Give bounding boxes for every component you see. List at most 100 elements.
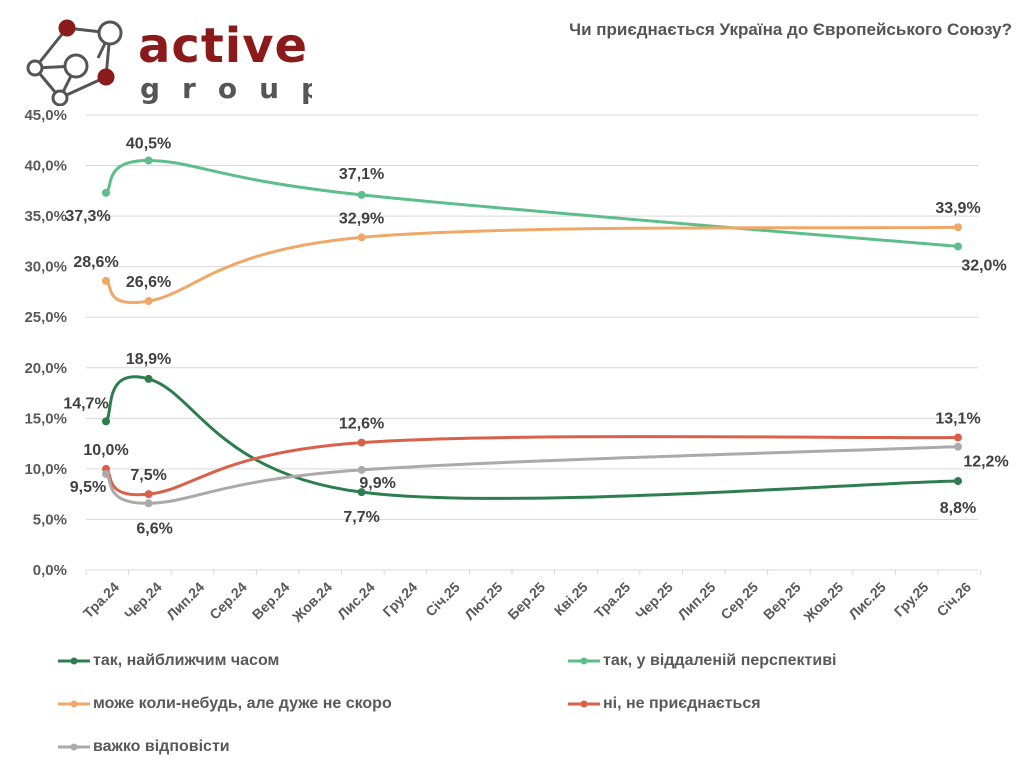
legend-item: так, найближчим часом: [58, 652, 279, 670]
data-label: 7,5%: [130, 467, 166, 484]
data-label: 18,9%: [126, 351, 171, 368]
data-label: 9,5%: [70, 479, 106, 496]
data-labels: 14,7% 18,9% 7,7% 8,8% 37,3% 40,5% 37,1% 32,0% 28…: [63, 136, 1008, 538]
legend-item: ні, не приєднається: [568, 695, 761, 713]
x-tick-label: Лис.24: [334, 579, 378, 623]
legend-item: так, у віддаленій перспективі: [568, 652, 836, 670]
data-point: [954, 433, 962, 442]
legend-marker-icon: [568, 700, 600, 708]
x-tick-label: Лис.25: [845, 579, 889, 623]
data-point: [954, 223, 962, 232]
y-tick-label: 25,0%: [24, 309, 67, 326]
y-tick-label: 15,0%: [24, 410, 67, 427]
data-label: 10,0%: [83, 442, 128, 459]
data-point: [102, 469, 110, 478]
y-tick-label: 45,0%: [24, 107, 67, 124]
data-label: 8,8%: [940, 500, 976, 517]
legend-item: може коли-небудь, але дуже не скоро: [58, 695, 392, 713]
gridlines: [86, 114, 978, 520]
data-point: [357, 488, 366, 497]
x-tick-label: Лип.25: [674, 579, 718, 623]
data-label: 32,9%: [339, 210, 384, 227]
data-label: 28,6%: [73, 254, 118, 271]
x-tick-label: Вер.25: [760, 579, 804, 623]
data-point: [144, 374, 153, 383]
brand-sub: group: [140, 72, 312, 105]
x-tick-label: Січ.25: [422, 579, 463, 620]
data-label: 32,0%: [961, 257, 1006, 274]
data-point: [357, 233, 366, 242]
data-label: 12,2%: [963, 454, 1008, 471]
legend-marker-icon: [58, 657, 90, 665]
data-label: 9,9%: [359, 475, 395, 492]
x-tick-label: Кві.25: [551, 579, 591, 619]
legend-label: ні, не приєднається: [603, 695, 761, 712]
data-label: 7,7%: [343, 509, 379, 526]
data-label: 6,6%: [136, 520, 172, 537]
data-point: [357, 190, 366, 199]
data-point: [954, 442, 962, 451]
data-point: [954, 477, 962, 486]
x-tick-label: Тра.25: [591, 579, 633, 621]
x-tick-label: Жов.24: [288, 579, 335, 626]
y-tick-label: 20,0%: [24, 360, 67, 377]
network-nodes-icon: [26, 19, 123, 106]
x-tick-label: Жов.25: [800, 579, 847, 626]
y-axis: 0,0% 5,0% 10,0% 15,0% 20,0% 25,0% 30,0% 35,0% 40…: [24, 107, 67, 579]
data-point: [144, 499, 153, 508]
brand-name: active: [138, 18, 308, 74]
data-label: 37,1%: [339, 166, 384, 183]
x-tick-label: Сер.24: [206, 579, 250, 623]
y-tick-label: 40,0%: [24, 158, 67, 175]
y-tick-label: 35,0%: [24, 208, 67, 225]
brand-logo: active group: [26, 18, 312, 106]
x-tick-label: Сер.25: [717, 579, 761, 623]
data-point: [102, 417, 110, 426]
x-axis: Тра.24 Чер.24Лип.24Сер.24Вер.24Жов.24Лис.…: [80, 569, 982, 626]
x-tick-label: Чер.24: [121, 579, 165, 623]
series-line-0: [104, 375, 959, 500]
data-label: 33,9%: [935, 200, 980, 217]
x-tick-label: Гру.24: [379, 579, 420, 620]
series-line-3: [104, 435, 959, 497]
data-point: [357, 465, 366, 474]
data-label: 26,6%: [126, 274, 171, 291]
data-point: [954, 242, 962, 251]
data-label: 12,6%: [339, 416, 384, 433]
data-label: 13,1%: [935, 411, 980, 428]
data-point: [144, 490, 153, 499]
data-label: 14,7%: [63, 395, 108, 412]
legend-label: так, у віддаленій перспективі: [603, 652, 837, 669]
data-point: [357, 438, 366, 447]
x-tick-label: Лип.24: [163, 579, 207, 623]
series-line-2: [105, 225, 959, 304]
series-line-1: [104, 158, 959, 248]
legend-marker-icon: [58, 700, 90, 708]
data-label: 40,5%: [126, 136, 171, 153]
legend-label: так, найближчим часом: [93, 652, 280, 669]
y-tick-label: 30,0%: [24, 259, 67, 276]
legend-marker-icon: [568, 657, 600, 665]
legend-item: важко відповісти: [58, 738, 230, 756]
x-tick-label: Тра.24: [80, 579, 122, 621]
series-line-4: [104, 445, 959, 505]
x-tick-label: Лют.25: [461, 579, 505, 623]
y-tick-label: 10,0%: [24, 461, 67, 478]
legend-label: важко відповісти: [93, 738, 230, 755]
x-tick-label: Бер.25: [504, 579, 548, 623]
chart-title: Чи приєднається Україна до Європейського…: [569, 20, 1012, 39]
y-tick-label: 0,0%: [33, 562, 67, 579]
x-tick-label: Гру.25: [891, 579, 932, 620]
data-point: [144, 297, 153, 306]
x-tick-label: Вер.24: [249, 579, 293, 623]
legend-label: може коли-небудь, але дуже не скоро: [93, 695, 392, 712]
x-tick-label: Січ.26: [933, 579, 974, 620]
legend-marker-icon: [58, 743, 90, 751]
series-lines: [102, 156, 962, 508]
data-point: [102, 188, 110, 197]
y-tick-label: 5,0%: [33, 511, 67, 528]
data-point: [144, 156, 153, 165]
x-tick-label: Чер.25: [632, 579, 676, 623]
data-label: 37,3%: [65, 208, 110, 225]
